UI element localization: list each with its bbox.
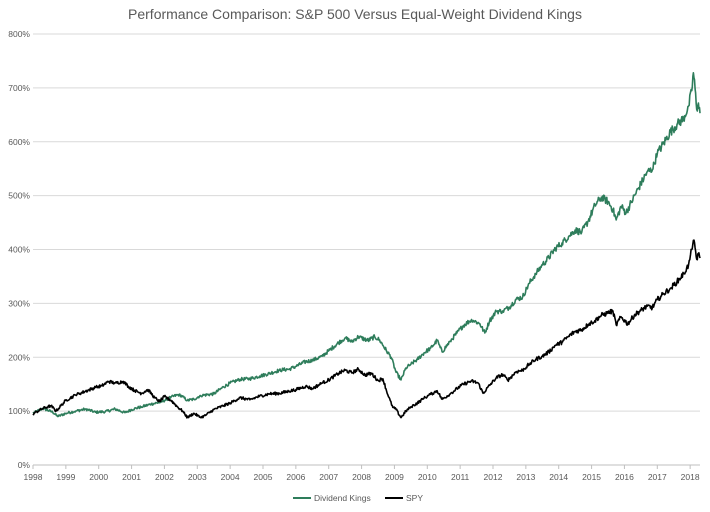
x-tick-label: 2014	[549, 472, 568, 482]
x-tick-label: 2004	[221, 472, 240, 482]
x-tick-label: 2011	[451, 472, 470, 482]
gridlines	[33, 33, 700, 412]
x-tick-label: 2012	[484, 472, 503, 482]
chart-title: Performance Comparison: S&P 500 Versus E…	[128, 6, 582, 22]
y-tick-label: 700%	[8, 83, 30, 93]
x-tick-label: 1999	[56, 472, 75, 482]
y-tick-label: 0%	[18, 460, 31, 470]
x-tick-label: 2002	[155, 472, 174, 482]
y-tick-label: 100%	[8, 406, 30, 416]
y-tick-label: 500%	[8, 191, 30, 201]
series-lines	[32, 72, 701, 419]
x-tick-label: 2008	[352, 472, 371, 482]
x-tick-label: 2001	[122, 472, 141, 482]
series-line-dividend-kings	[32, 72, 701, 418]
x-tick-label: 2017	[648, 472, 667, 482]
y-tick-label: 400%	[8, 245, 30, 255]
x-tick-label: 2005	[254, 472, 273, 482]
x-tick-label: 2013	[516, 472, 535, 482]
legend-label: Dividend Kings	[314, 493, 371, 503]
series-line-spy	[32, 239, 701, 419]
legend-label: SPY	[406, 493, 423, 503]
x-tick-label: 2010	[418, 472, 437, 482]
x-tick-label: 2007	[319, 472, 338, 482]
x-tick-label: 2000	[89, 472, 108, 482]
axes: 0% 100% 200% 300% 400% 500% 600% 700% 800% 1998 19…	[8, 29, 700, 482]
y-tick-label: 600%	[8, 137, 30, 147]
legend: Dividend Kings SPY	[293, 493, 423, 503]
y-tick-label: 300%	[8, 298, 30, 308]
y-tick-label: 800%	[8, 29, 30, 39]
x-tick-label: 2015	[582, 472, 601, 482]
y-tick-label: 200%	[8, 352, 30, 362]
x-tick-label: 2018	[681, 472, 700, 482]
x-tick-label: 2009	[385, 472, 404, 482]
x-tick-label: 2006	[286, 472, 305, 482]
x-tick-label: 2016	[615, 472, 634, 482]
x-tick-label: 2003	[188, 472, 207, 482]
x-tick-label: 1998	[24, 472, 43, 482]
